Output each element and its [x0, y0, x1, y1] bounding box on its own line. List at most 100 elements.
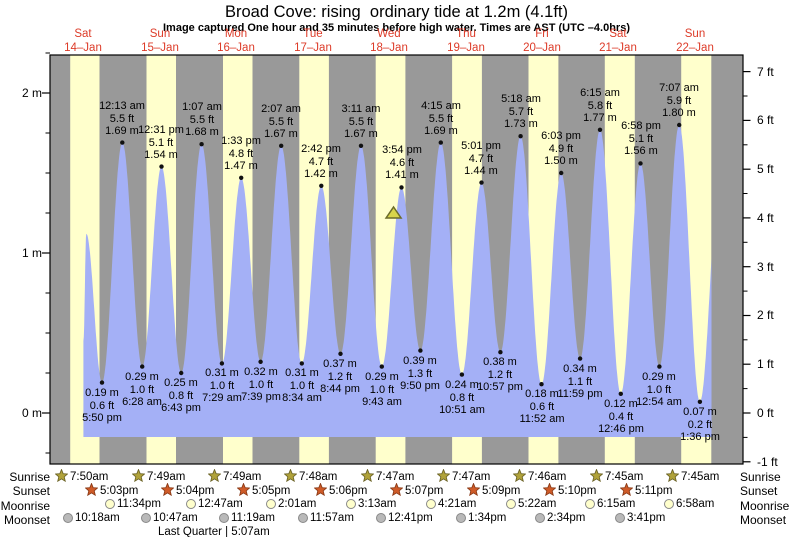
tide-extremum-dot — [99, 380, 105, 385]
tide-extremum-dot — [159, 164, 164, 169]
tide-water-area — [83, 125, 712, 437]
sunrise-star-icon — [283, 468, 298, 485]
tide-high-label: 2:07 am 5.5 ft 1.67 m — [261, 103, 301, 140]
moonset-time: 12:41pm — [376, 512, 433, 524]
tide-extremum-dot — [677, 122, 682, 128]
tide-extremum-dot — [498, 350, 503, 355]
day-date: 21–Jan — [599, 41, 637, 54]
tide-extremum-dot — [299, 361, 304, 366]
tide-extremum-dot — [697, 399, 703, 404]
tide-high-label: 3:54 pm 4.6 ft 1.41 m — [382, 144, 422, 181]
astro-time-text: 7:46am — [528, 471, 567, 483]
astro-time-text: 2:34pm — [547, 512, 586, 524]
tide-low-label: 0.39 m 1.3 ft 9:50 pm — [400, 355, 440, 392]
moonset-time: 1:34pm — [456, 512, 506, 524]
moonrise-time: 2:01am — [266, 498, 316, 510]
astro-time-text: 5:07pm — [405, 485, 444, 497]
day-date: 15–Jan — [141, 41, 179, 54]
moonrise-circle-icon — [186, 499, 196, 509]
astro-row-label-left: Moonrise — [0, 499, 50, 513]
day-name: Sat — [609, 28, 627, 40]
tide-extremum-dot — [319, 183, 324, 188]
right-axis-tick-label: 6 ft — [757, 113, 774, 127]
day-date: 16–Jan — [217, 41, 255, 54]
tide-low-label: 0.07 m 0.2 ft 1:36 pm — [680, 406, 720, 443]
sunrise-star-icon — [54, 468, 69, 485]
sunset-time: 5:09pm — [466, 482, 520, 499]
sunset-time: 5:04pm — [160, 482, 214, 499]
day-date: 20–Jan — [523, 41, 561, 54]
tide-high-label: 6:03 pm 4.9 ft 1.50 m — [541, 130, 581, 167]
right-axis-tick-label: 7 ft — [757, 65, 774, 79]
astro-time-text: 5:03pm — [100, 485, 139, 497]
tide-extremum-dot — [459, 372, 465, 377]
tide-high-label: 7:07 am 5.9 ft 1.80 m — [659, 82, 699, 119]
tide-high-label: 12:13 am 5.5 ft 1.69 m — [99, 100, 145, 137]
astro-time-text: 5:10pm — [558, 485, 597, 497]
moonset-time: 11:19am — [219, 512, 275, 524]
tide-low-label: 0.29 m 1.0 ft 9:43 am — [362, 371, 402, 408]
tide-low-label: 0.37 m 1.2 ft 8:44 pm — [320, 358, 360, 395]
astro-row-label-left: Sunset — [12, 484, 50, 498]
moonrise-time: 11:34pm — [105, 498, 161, 510]
day-name: Sun — [149, 28, 171, 40]
moonrise-time: 12:47am — [186, 498, 243, 510]
moonset-circle-icon — [219, 513, 229, 523]
day-label: Wed 18–Jan — [347, 28, 431, 54]
sunset-time: 5:03pm — [84, 482, 139, 499]
moonset-time: 2:34pm — [535, 512, 585, 524]
day-label: Sun 22–Jan — [653, 28, 737, 54]
tide-extremum-dot — [399, 185, 404, 190]
right-axis-tick-label: 5 ft — [757, 162, 774, 176]
tide-high-label: 2:42 pm 4.7 ft 1.42 m — [301, 143, 341, 180]
day-name: Mon — [224, 28, 248, 40]
sunrise-star-icon — [207, 468, 222, 485]
day-name: Fri — [535, 28, 549, 40]
sunset-star-icon — [160, 482, 175, 499]
astro-row-label-left: Sunrise — [9, 470, 50, 484]
day-name: Tue — [303, 28, 323, 40]
tide-low-label: 0.29 m 1.0 ft 12:54 am — [636, 371, 682, 408]
moonrise-circle-icon — [664, 499, 674, 509]
tide-low-label: 0.31 m 1.0 ft 7:29 am — [202, 367, 242, 404]
tide-extremum-dot — [518, 134, 523, 139]
moonrise-circle-icon — [266, 499, 276, 509]
tide-extremum-dot — [358, 143, 364, 148]
tide-high-label: 5:18 am 5.7 ft 1.73 m — [501, 93, 541, 130]
tide-high-label: 6:58 pm 5.1 ft 1.56 m — [621, 120, 661, 157]
tide-extremum-dot — [559, 170, 564, 176]
tide-low-label: 0.29 m 1.0 ft 6:28 am — [122, 371, 162, 408]
day-date: 14–Jan — [64, 41, 102, 54]
page-title: Broad Cove: rising ordinary tide at 1.2m… — [225, 3, 568, 21]
moonset-time: 3:41pm — [615, 512, 665, 524]
sunrise-time: 7:49am — [131, 468, 186, 485]
current-tide-marker-icon — [384, 205, 403, 219]
moonset-circle-icon — [298, 513, 308, 523]
moonset-circle-icon — [63, 513, 73, 523]
right-axis-tick-label: 3 ft — [757, 260, 774, 274]
moonrise-time: 6:15am — [585, 498, 635, 510]
astro-time-text: 10:47am — [153, 512, 198, 524]
sunset-star-icon — [619, 482, 634, 499]
moonset-circle-icon — [376, 513, 386, 523]
tide-extremum-dot — [479, 180, 484, 185]
tide-low-label: 0.34 m 1.1 ft 11:59 pm — [557, 363, 603, 400]
tide-extremum-dot — [638, 161, 643, 166]
moonrise-time: 3:13am — [346, 498, 396, 510]
moonrise-time: 4:21am — [426, 498, 476, 510]
tide-extremum-dot — [120, 140, 125, 145]
tide-extremum-dot — [279, 143, 284, 148]
day-name: Thu — [456, 28, 476, 40]
moonset-circle-icon — [456, 513, 466, 523]
astro-time-text: 2:01am — [278, 498, 317, 510]
sunrise-time: 7:45am — [665, 468, 719, 485]
tide-high-label: 1:07 am 5.5 ft 1.68 m — [182, 101, 222, 138]
moonset-time: 10:47am — [141, 512, 198, 524]
day-label: Sun 15–Jan — [118, 28, 202, 54]
sunset-time: 5:05pm — [236, 482, 290, 499]
astro-time-text: 7:49am — [147, 471, 186, 483]
day-label: Thu 19–Jan — [424, 28, 508, 54]
day-name: Wed — [377, 28, 401, 40]
astro-row-label-right: Moonrise — [740, 499, 790, 513]
right-axis-tick-label: -1 ft — [757, 455, 778, 469]
